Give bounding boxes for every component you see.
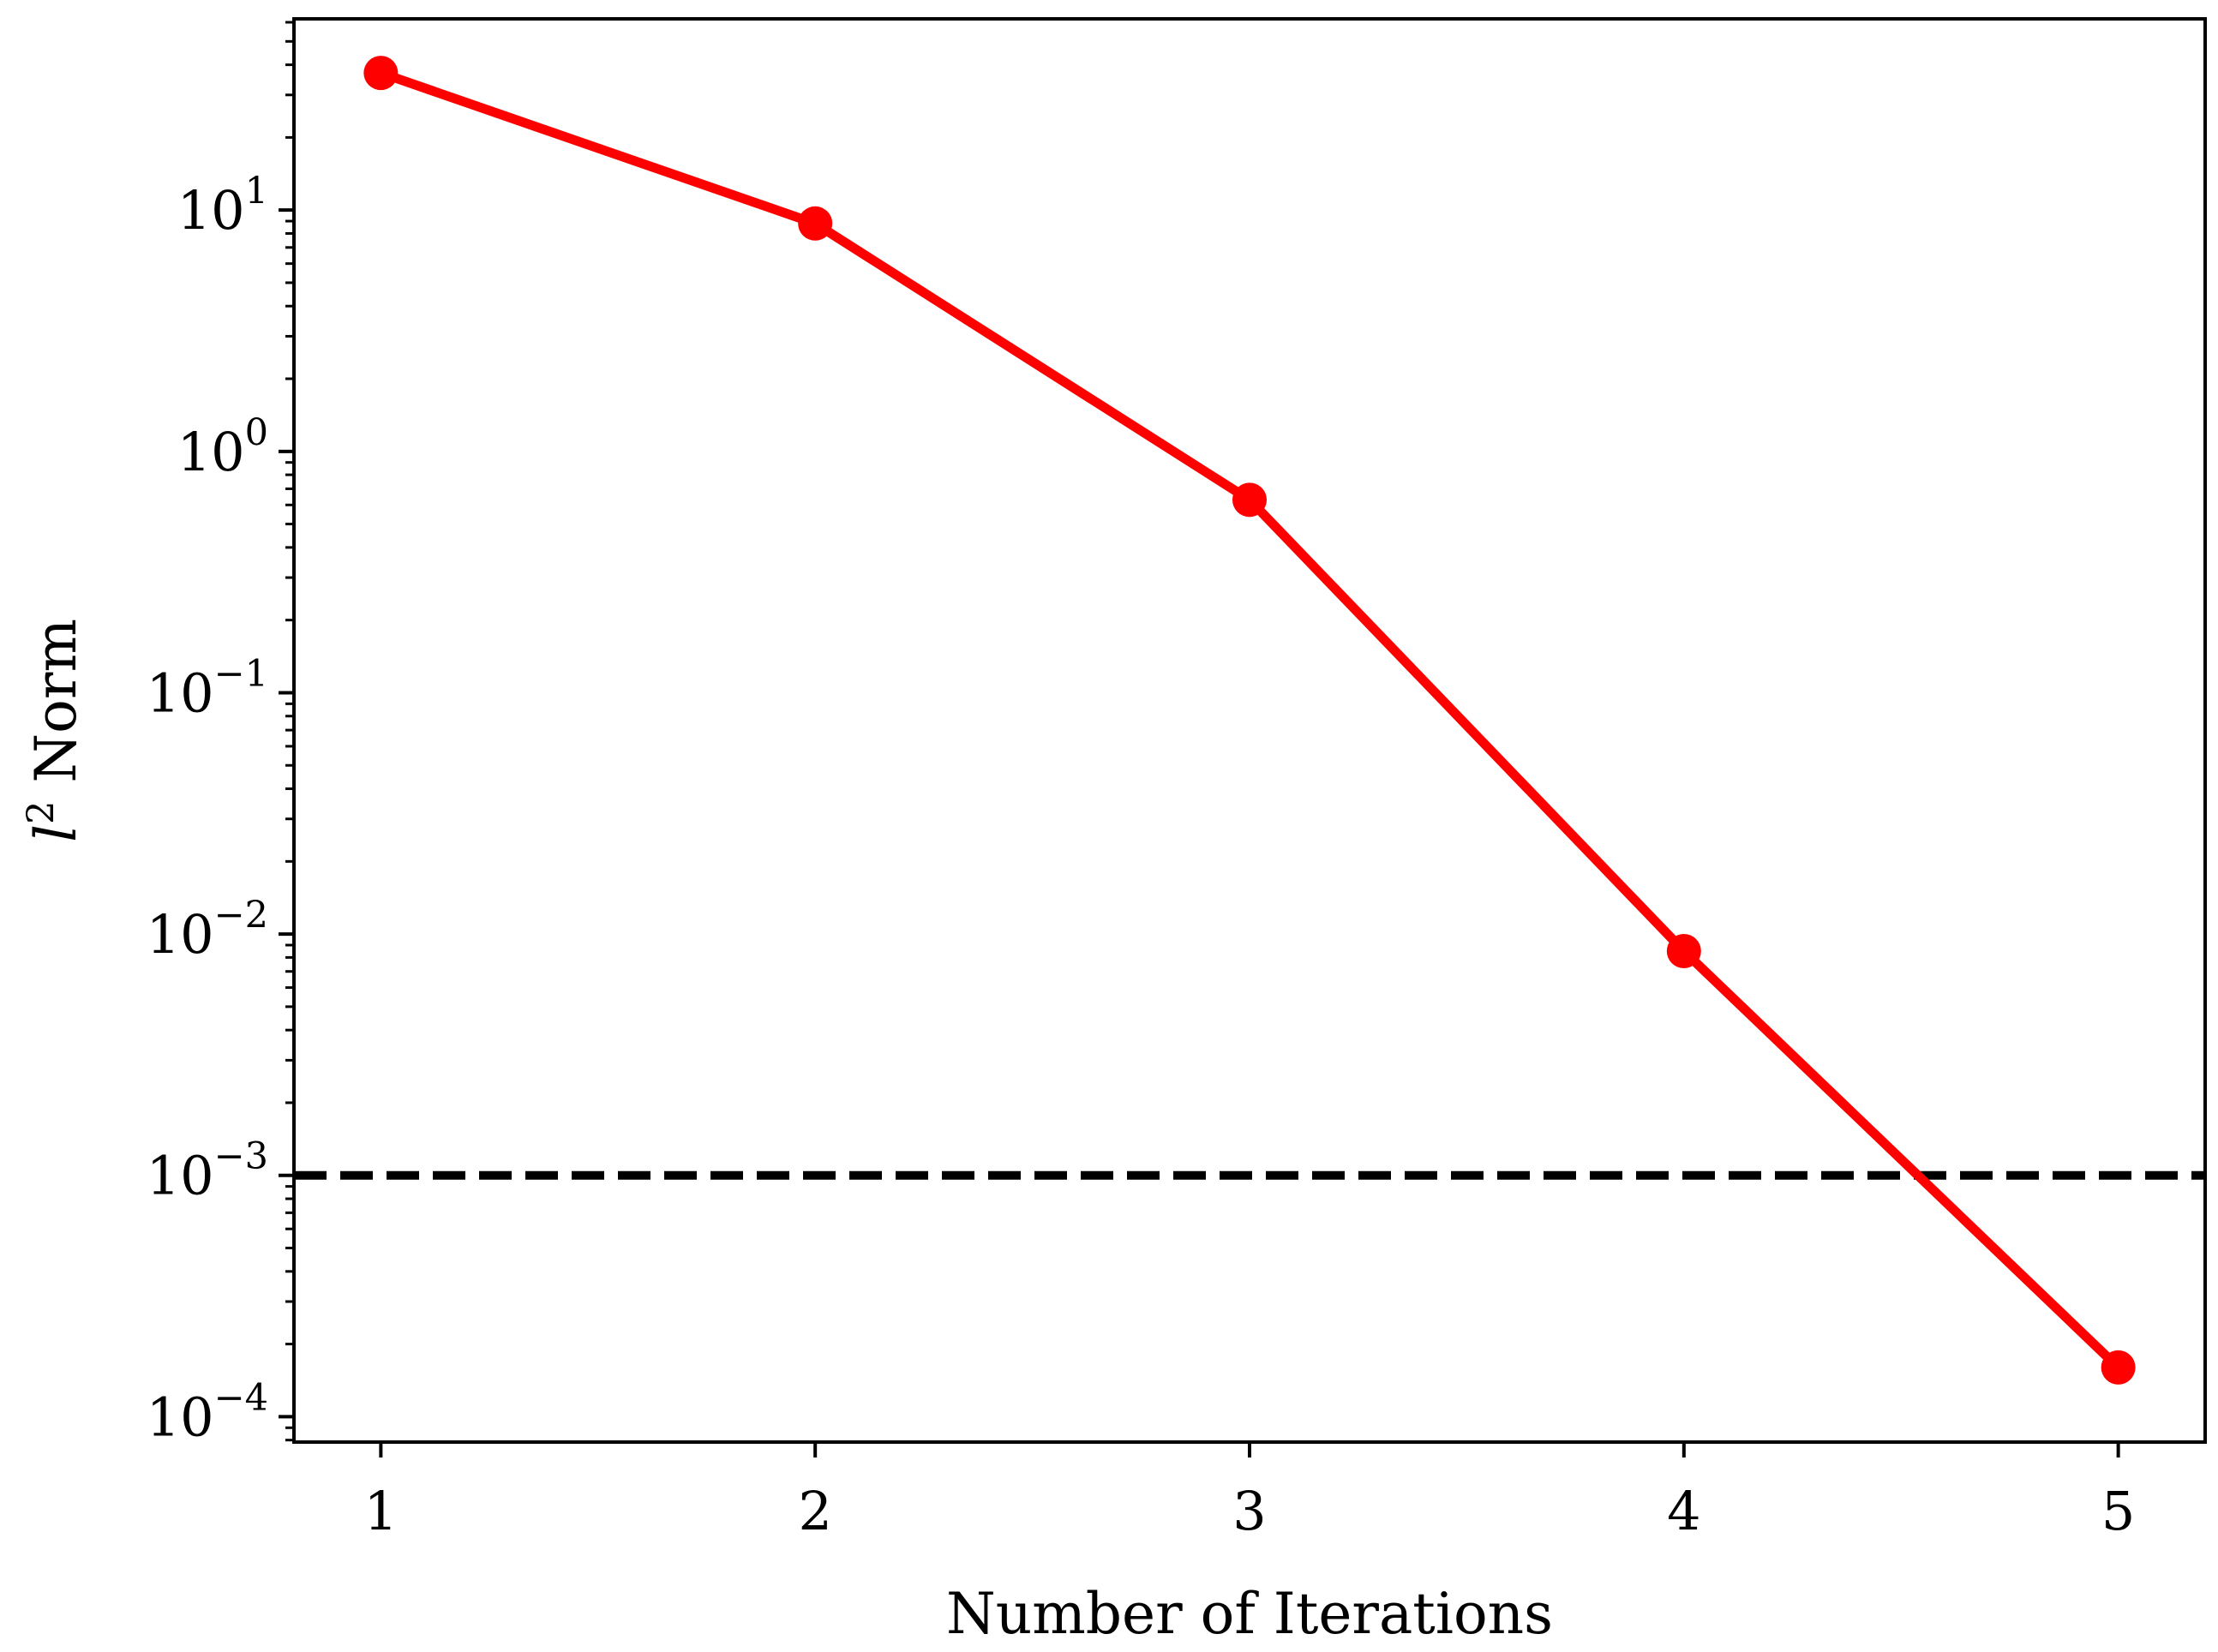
x-tick-label: 1 <box>364 1480 398 1542</box>
y-tick-label: 10−1 <box>147 652 268 724</box>
y-tick-label: 10−2 <box>147 894 268 966</box>
x-tick-label: 5 <box>2101 1480 2135 1542</box>
y-axis: 10−4 10−3 10−2 10−1 100 101 <box>147 21 294 1448</box>
y-tick-label: 100 <box>177 411 268 483</box>
data-point-3 <box>1232 482 1267 518</box>
y-axis-title: l2 Norm <box>20 619 89 842</box>
x-tick-label: 3 <box>1232 1480 1266 1542</box>
x-tick-label: 2 <box>798 1480 831 1542</box>
y-tick-label: 101 <box>177 170 268 242</box>
y-axis-title-superscript: 2 <box>20 801 63 824</box>
x-axis: 1 2 3 4 5 <box>364 1442 2135 1542</box>
x-axis-title: Number of Iterations <box>946 1581 1553 1647</box>
series-layer <box>363 56 2136 1385</box>
data-point-5 <box>2101 1350 2136 1385</box>
y-axis-title-rest: Norm <box>23 619 89 801</box>
y-tick-label: 10−4 <box>147 1376 268 1448</box>
y-axis-title-base: l <box>23 824 89 842</box>
y-tick-label: 10−3 <box>147 1135 268 1207</box>
data-point-1 <box>363 56 399 91</box>
data-point-2 <box>798 206 833 241</box>
data-point-4 <box>1666 933 1701 968</box>
x-tick-label: 4 <box>1667 1480 1700 1542</box>
